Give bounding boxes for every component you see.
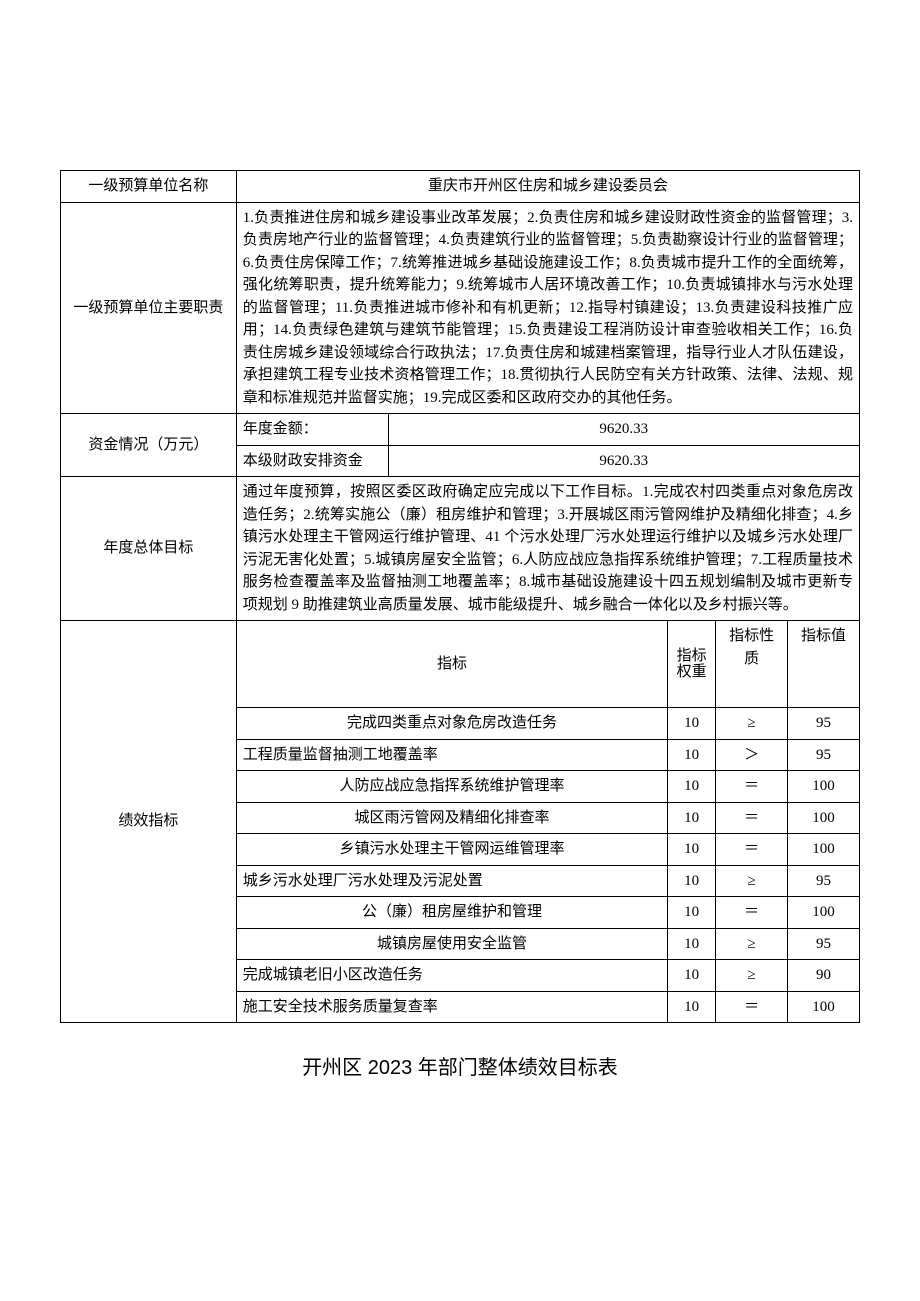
kpi-nature: ＝ xyxy=(716,834,788,866)
footer-title: 开州区 2023 年部门整体绩效目标表 xyxy=(60,1051,860,1080)
kpi-name: 公（廉）租房屋维护和管理 xyxy=(236,897,667,929)
value-unit-duty: 1.负责推进住房和城乡建设事业改革发展；2.负责住房和城乡建设财政性资金的监督管… xyxy=(236,202,859,414)
value-local-fund: 9620.33 xyxy=(388,445,859,477)
kpi-weight: 10 xyxy=(668,802,716,834)
kpi-nature: ＞ xyxy=(716,739,788,771)
header-indicator: 指标 xyxy=(236,621,667,708)
row-kpi-header: 绩效指标 指标 指标权重 指标性质 指标值 xyxy=(61,621,860,708)
kpi-value: 95 xyxy=(788,708,860,740)
label-annual-goal: 年度总体目标 xyxy=(61,477,237,621)
label-kpi: 绩效指标 xyxy=(61,621,237,1023)
kpi-value: 95 xyxy=(788,928,860,960)
kpi-nature: ≥ xyxy=(716,960,788,992)
kpi-weight: 10 xyxy=(668,739,716,771)
kpi-nature: ＝ xyxy=(716,897,788,929)
kpi-nature: ≥ xyxy=(716,928,788,960)
label-annual-amount: 年度金额： xyxy=(236,414,388,446)
kpi-name: 城镇房屋使用安全监管 xyxy=(236,928,667,960)
kpi-nature: ≥ xyxy=(716,865,788,897)
label-fund: 资金情况（万元） xyxy=(61,414,237,477)
document-page: 一级预算单位名称 重庆市开州区住房和城乡建设委员会 一级预算单位主要职责 1.负… xyxy=(0,0,920,1140)
kpi-value: 95 xyxy=(788,865,860,897)
kpi-weight: 10 xyxy=(668,991,716,1023)
kpi-weight: 10 xyxy=(668,865,716,897)
kpi-weight: 10 xyxy=(668,928,716,960)
kpi-weight: 10 xyxy=(668,834,716,866)
label-unit-duty: 一级预算单位主要职责 xyxy=(61,202,237,414)
kpi-nature: ＝ xyxy=(716,802,788,834)
value-annual-amount: 9620.33 xyxy=(388,414,859,446)
header-nature: 指标性质 xyxy=(716,621,788,708)
kpi-value: 95 xyxy=(788,739,860,771)
kpi-value: 90 xyxy=(788,960,860,992)
kpi-weight: 10 xyxy=(668,897,716,929)
header-weight: 指标权重 xyxy=(668,621,716,708)
kpi-value: 100 xyxy=(788,991,860,1023)
performance-table: 一级预算单位名称 重庆市开州区住房和城乡建设委员会 一级预算单位主要职责 1.负… xyxy=(60,170,860,1023)
kpi-nature: ＝ xyxy=(716,771,788,803)
kpi-value: 100 xyxy=(788,802,860,834)
kpi-name: 完成城镇老旧小区改造任务 xyxy=(236,960,667,992)
kpi-value: 100 xyxy=(788,771,860,803)
kpi-name: 工程质量监督抽测工地覆盖率 xyxy=(236,739,667,771)
value-unit-name: 重庆市开州区住房和城乡建设委员会 xyxy=(236,171,859,203)
kpi-name: 人防应战应急指挥系统维护管理率 xyxy=(236,771,667,803)
kpi-value: 100 xyxy=(788,834,860,866)
kpi-weight: 10 xyxy=(668,771,716,803)
kpi-name: 城区雨污管网及精细化排查率 xyxy=(236,802,667,834)
value-annual-goal: 通过年度预算，按照区委区政府确定应完成以下工作目标。1.完成农村四类重点对象危房… xyxy=(236,477,859,621)
row-annual-goal: 年度总体目标 通过年度预算，按照区委区政府确定应完成以下工作目标。1.完成农村四… xyxy=(61,477,860,621)
kpi-weight: 10 xyxy=(668,960,716,992)
row-unit-duty: 一级预算单位主要职责 1.负责推进住房和城乡建设事业改革发展；2.负责住房和城乡… xyxy=(61,202,860,414)
kpi-name: 施工安全技术服务质量复查率 xyxy=(236,991,667,1023)
row-fund-annual: 资金情况（万元） 年度金额： 9620.33 xyxy=(61,414,860,446)
kpi-name: 城乡污水处理厂污水处理及污泥处置 xyxy=(236,865,667,897)
kpi-nature: ＝ xyxy=(716,991,788,1023)
kpi-weight: 10 xyxy=(668,708,716,740)
kpi-nature: ≥ xyxy=(716,708,788,740)
label-unit-name: 一级预算单位名称 xyxy=(61,171,237,203)
label-local-fund: 本级财政安排资金 xyxy=(236,445,388,477)
kpi-name: 乡镇污水处理主干管网运维管理率 xyxy=(236,834,667,866)
kpi-value: 100 xyxy=(788,897,860,929)
kpi-name: 完成四类重点对象危房改造任务 xyxy=(236,708,667,740)
header-value: 指标值 xyxy=(788,621,860,708)
row-unit-name: 一级预算单位名称 重庆市开州区住房和城乡建设委员会 xyxy=(61,171,860,203)
